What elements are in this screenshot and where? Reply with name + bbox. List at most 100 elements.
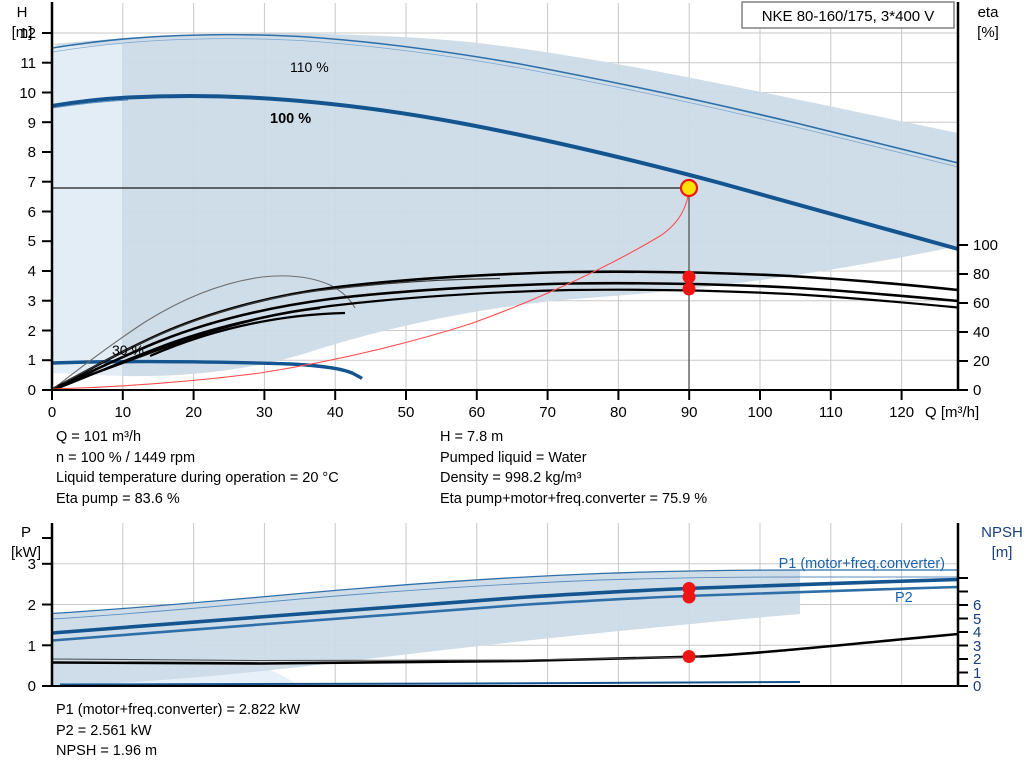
x-tick-40: 40 (327, 404, 344, 421)
series-label-p1: P1 (motor+freq.converter) (779, 556, 945, 572)
p-tick-0: 0 (28, 678, 36, 695)
eta-tick-40: 40 (973, 324, 990, 341)
head-chart-y-axis-label-2: [m] (12, 24, 33, 41)
duty-info-right-line-4: Eta pump+motor+freq.converter = 75.9 % (440, 490, 708, 507)
duty-info-left-line-2: n = 100 % / 1449 rpm (56, 449, 196, 466)
y-tick-7: 7 (28, 174, 36, 191)
curve-label-30-percent: 30 % (112, 342, 144, 358)
duty-info-left-line-3: Liquid temperature during operation = 20… (56, 470, 339, 486)
head-chart-y-axis-label-1: H (17, 4, 28, 21)
power-curve-p1-upper-band (51, 569, 958, 615)
curve-label-100-percent: 100 % (270, 111, 311, 127)
power-chart-y-ticks (42, 537, 52, 687)
head-chart-y-ticks (42, 32, 52, 391)
title-box (741, 1, 955, 29)
npsh-tick-3: 3 (973, 638, 981, 655)
power-npsh-chart: 0 1 2 3 P [kW] 0 1 2 3 4 5 6 NPSH (11, 523, 1023, 695)
power-info-line-3: NPSH = 1.96 m (56, 743, 158, 759)
power-curve-p1 (51, 577, 959, 635)
efficiency-curve-eta-alt (52, 288, 959, 392)
head-curve-100-percent-tolerance (51, 99, 129, 109)
y-tick-11: 11 (20, 55, 36, 72)
npsh-tick-6: 6 (973, 597, 981, 614)
head-chart-y2-ticks (958, 244, 968, 391)
x-tick-80: 80 (610, 404, 627, 421)
y-tick-4: 4 (28, 263, 36, 280)
eta-tick-0: 0 (973, 382, 981, 399)
pump-model-title: NKE 80-160/175, 3*400 V (762, 8, 935, 25)
x-tick-30: 30 (256, 404, 273, 421)
power-chart-y-tick-labels: 0 1 2 3 (28, 556, 36, 695)
duty-info-left-line-1: Q = 101 m³/h (56, 429, 142, 445)
power-chart-y-axis-label-2: [kW] (11, 544, 41, 561)
y-tick-1: 1 (28, 352, 36, 369)
x-tick-100: 100 (747, 404, 772, 421)
npsh-tick-2: 2 (973, 651, 981, 668)
power-info-line-1: P1 (motor+freq.converter) = 2.822 kW (56, 702, 301, 718)
y-tick-9: 9 (28, 115, 36, 132)
power-chart-y-axis-label-1: P (21, 524, 31, 541)
power-chart-y2-tick-labels: 0 1 2 3 4 5 6 (973, 597, 981, 695)
x-tick-20: 20 (185, 404, 202, 421)
y-tick-10: 10 (19, 85, 36, 102)
power-chart-y2-axis-label-2: [m] (992, 544, 1013, 561)
y-tick-8: 8 (28, 144, 36, 161)
x-tick-70: 70 (539, 404, 556, 421)
p-tick-1: 1 (28, 638, 36, 655)
npsh-tick-1: 1 (973, 665, 981, 682)
head-chart-y2-axis-label-1: eta (978, 4, 1000, 21)
power-curve-npsh (51, 632, 959, 665)
power-info-line-2: P2 = 2.561 kW (56, 722, 152, 739)
system-control-curve (51, 187, 690, 390)
power-chart-y2-axis-label-1: NPSH (981, 524, 1023, 541)
efficiency-curve-partial (52, 277, 501, 389)
x-tick-50: 50 (398, 404, 415, 421)
y-tick-5: 5 (28, 233, 36, 250)
duty-info-left-line-4: Eta pump = 83.6 % (56, 490, 180, 507)
power-curve-npsh-tolerance (51, 656, 701, 662)
head-chart-x-tick-labels: 0 10 20 30 40 50 60 70 80 90 100 110 120 (48, 404, 914, 421)
head-efficiency-chart: 0 1 2 3 4 5 6 7 8 9 10 11 12 H [m] 0 (12, 1, 1000, 421)
x-tick-90: 90 (681, 404, 698, 421)
p-tick-3: 3 (28, 556, 36, 573)
eta-tick-100: 100 (973, 237, 998, 254)
x-tick-110: 110 (819, 404, 843, 421)
power-curve-band-tolerance (51, 576, 958, 620)
x-tick-0: 0 (48, 404, 56, 421)
power-curve-p2 (51, 585, 959, 642)
y-tick-12: 12 (19, 25, 36, 42)
duty-marker-p2[interactable] (682, 590, 696, 604)
duty-marker-eta-pump[interactable] (682, 270, 696, 284)
head-chart-x-ticks (51, 390, 903, 400)
head-curve-100-percent (51, 94, 959, 251)
y-tick-2: 2 (28, 323, 36, 340)
duty-marker-npsh[interactable] (682, 650, 696, 663)
head-chart-operating-band (52, 33, 958, 377)
power-chart-y2-ticks (958, 577, 968, 687)
head-chart-y-tick-labels: 0 1 2 3 4 5 6 7 8 9 10 11 12 (19, 25, 36, 399)
duty-marker-eta-total[interactable] (682, 282, 696, 296)
npsh-tick-4: 4 (973, 624, 981, 641)
x-tick-120: 120 (889, 404, 914, 421)
efficiency-curve-short-segment (149, 311, 346, 358)
npsh-tick-0: 0 (973, 678, 981, 695)
duty-point-marker[interactable] (679, 178, 699, 198)
head-chart-y2-tick-labels: 0 20 40 60 80 100 (973, 237, 998, 399)
series-label-p2: P2 (895, 590, 913, 606)
eta-tick-60: 60 (973, 295, 990, 312)
head-chart-x-axis-label: Q [m³/h] (925, 404, 979, 421)
head-chart-y2-axis-label-2: [%] (977, 24, 999, 41)
eta-tick-80: 80 (973, 266, 990, 283)
head-curve-110-percent-tolerance (51, 38, 959, 168)
duty-info-right-line-1: H = 7.8 m (440, 429, 504, 445)
head-chart-left-pale-wedge (52, 44, 122, 376)
efficiency-curve-low-speed (57, 306, 321, 388)
x-tick-10: 10 (114, 404, 131, 421)
y-tick-3: 3 (28, 293, 36, 310)
duty-info-right: H = 7.8 m Pumped liquid = Water Density … (440, 427, 707, 509)
efficiency-curve-eta-total (52, 281, 959, 391)
head-curve-110-percent (51, 33, 959, 164)
power-info: P1 (motor+freq.converter) = 2.822 kW P2 … (56, 700, 300, 762)
x-tick-60: 60 (468, 404, 485, 421)
